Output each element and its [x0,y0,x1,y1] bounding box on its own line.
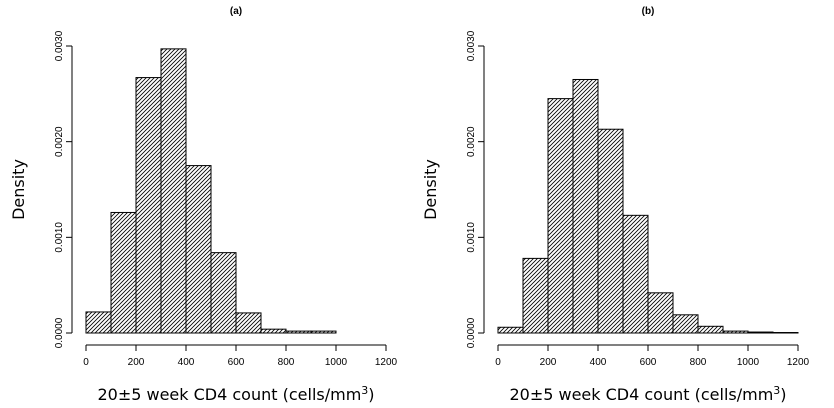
y-axis-label: Density [9,159,28,220]
x-tick-label: 1000 [737,357,760,368]
y-axis: 0.0000 0.0010 0.0020 0.0030 [466,30,485,348]
panel-b: (b) 0 200 400 600 800 1000 1200 0.00000.00100.… [421,6,810,404]
histogram-bar [85,311,112,334]
bars-group [497,78,799,334]
y-axis: 0.0000 0.0010 0.0020 0.0030 [54,30,73,348]
histogram-bar [235,312,262,334]
x-tick-label: 600 [640,357,657,368]
histogram-bar [522,257,549,334]
histogram-bar [285,330,312,334]
histogram-bar [497,326,524,334]
y-tick-label: 0.0000 [466,317,477,348]
y-tick-label: 0.0030 [466,30,477,61]
y-tick-label: 0.0000 [54,317,65,348]
panel-title: (a) [230,6,242,17]
histogram-bar [622,214,649,334]
y-tick-label: 0.0010 [54,222,65,253]
x-axis-label: 20±5 week CD4 count (cells/mm3) [97,384,374,405]
y-axis-label: Density [421,159,440,220]
x-tick-label: 800 [690,357,707,368]
histogram-bar [185,165,212,334]
histogram-bar [110,211,137,334]
bars-group [85,48,337,334]
y-tick-label: 0.0010 [466,222,477,253]
histogram-bar [697,325,724,334]
x-tick-label: 1000 [325,357,348,368]
x-tick-label: 200 [540,357,557,368]
y-tick-label: 0.0030 [54,30,65,61]
histogram-bar [210,252,237,334]
histogram-bar [647,292,674,334]
x-tick-label: 400 [178,357,195,368]
y-tick-label: 0.0020 [54,126,65,157]
x-tick-label: 0 [83,357,89,368]
histogram-bar [597,128,624,334]
histogram-bar [135,77,162,334]
y-tick-label: 0.0020 [466,126,477,157]
x-tick-label: 400 [590,357,607,368]
histogram-bar [260,328,287,334]
histogram-bar [160,48,187,334]
x-tick-label: 600 [228,357,245,368]
panel-title: (b) [642,6,655,17]
histogram-bar [547,98,574,334]
histogram-bar [747,331,774,334]
x-axis-label: 20±5 week CD4 count (cells/mm3) [509,384,786,405]
histogram-bar [572,78,599,334]
x-tick-label: 1200 [787,357,810,368]
x-tick-label: 800 [278,357,295,368]
x-tick-label: 200 [128,357,145,368]
x-tick-label: 0 [495,357,501,368]
histogram-bar [672,314,699,334]
histogram-bar [722,330,749,334]
histogram-bar [310,330,337,334]
panel-a: (a) 0 200 400 600 800 1000 1200 0.00000.00100.… [9,6,398,404]
x-tick-label: 1200 [375,357,398,368]
x-axis: 0 200 400 600 800 1000 1200 [83,344,398,368]
x-axis: 0 200 400 600 800 1000 1200 [495,344,810,368]
